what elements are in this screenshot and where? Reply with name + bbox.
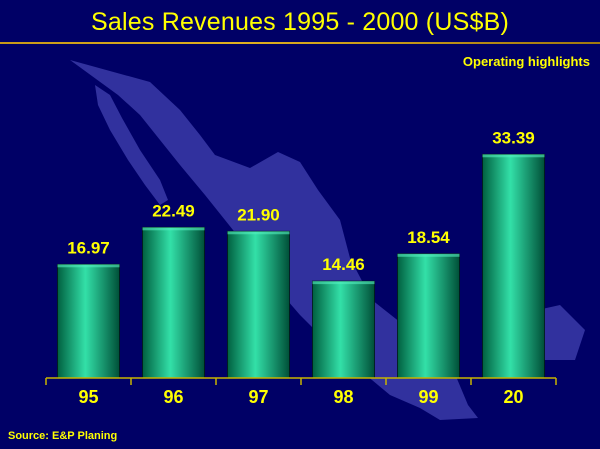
chart-subtitle: Operating highlights [462,54,590,69]
bar-97 [227,230,290,379]
data-label-95: 16.97 [67,238,110,257]
x-tick-label-96: 96 [163,387,183,407]
data-label-20: 33.39 [492,128,535,147]
bar-96 [142,226,205,379]
data-label-96: 22.49 [152,201,195,220]
data-label-98: 14.46 [322,255,365,274]
data-label-97: 21.90 [237,205,280,224]
data-label-99: 18.54 [407,228,450,247]
x-tick-label-95: 95 [78,387,98,407]
bar-99 [397,253,460,379]
bar-top-highlight [397,253,460,257]
x-tick-label-98: 98 [333,387,353,407]
source-note: Source: E&P Planing [8,430,118,442]
bar-top-highlight [227,231,290,235]
x-tick-label-99: 99 [418,387,438,407]
mexico-map-background [70,60,585,420]
bar-98 [312,280,375,379]
bar-top-highlight [482,154,545,158]
bar-top-highlight [142,227,205,231]
bar-top-highlight [57,264,120,268]
chart-title: Sales Revenues 1995 - 2000 (US$B) [91,8,509,36]
bar-20 [482,153,545,379]
x-tick-label-20: 20 [503,387,523,407]
bar-95 [57,263,120,379]
x-tick-label-97: 97 [248,387,268,407]
bar-top-highlight [312,281,375,285]
title-divider [0,42,600,44]
